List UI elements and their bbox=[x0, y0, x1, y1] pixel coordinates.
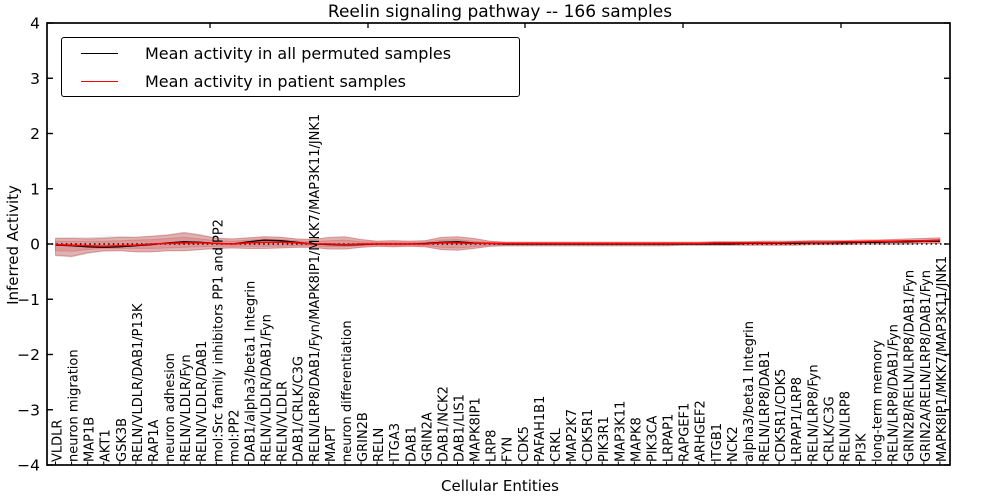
y-axis-label: Inferred Activity bbox=[4, 185, 22, 305]
x-tick-label: DAB1/LIS1 bbox=[453, 394, 468, 462]
x-tick-label: NCK2 bbox=[726, 426, 741, 462]
series-line-patient bbox=[55, 239, 940, 247]
band-permuted-sample-range bbox=[55, 231, 940, 258]
chart-title: Reelin signaling pathway -- 166 samples bbox=[327, 2, 673, 22]
x-tick-label: CDK5 bbox=[517, 426, 532, 462]
x-tick-label: RELN/LRP8/DAB1/Fyn bbox=[887, 324, 902, 462]
x-tick-label: RELN/VLDLR/DAB1/P13K bbox=[131, 303, 146, 462]
x-tick-label: LRP8 bbox=[485, 430, 500, 462]
x-tick-label: LRPAP1 bbox=[662, 414, 677, 462]
y-tick-label: 1 bbox=[30, 180, 40, 198]
x-tick-label: CDK5R1/CDK5 bbox=[774, 369, 789, 462]
legend-label-permuted: Mean activity in all permuted samples bbox=[145, 43, 452, 63]
x-tick-label: ITGB1 bbox=[710, 423, 725, 462]
x-tick-label: CDK5R1 bbox=[581, 409, 596, 462]
y-tick-label: −2 bbox=[17, 346, 40, 364]
x-tick-label: ITGA3 bbox=[388, 423, 403, 462]
x-tick-label: DAB1 bbox=[404, 426, 419, 462]
x-tick-label: GRIN2A/RELN/LRP8/DAB1/Fyn bbox=[919, 270, 934, 462]
x-tick-label: MAPK8IP1 bbox=[469, 397, 484, 462]
x-tick-label: MAPK8 bbox=[629, 417, 644, 462]
x-tick-label: RELN/VLDLR bbox=[276, 381, 291, 462]
x-tick-label: neuron differentiation bbox=[340, 320, 355, 462]
x-tick-label: RELN/LRP8/Fyn bbox=[806, 364, 821, 462]
x-tick-label: RELN/LRP8/DAB1/Fyn/MAPK8IP1/MKK7/MAP3K11… bbox=[308, 114, 323, 462]
legend-label-patient: Mean activity in patient samples bbox=[145, 71, 406, 91]
x-tick-label: LRPAP1/LRP8 bbox=[790, 377, 805, 462]
x-tick-label: neuron migration bbox=[67, 349, 82, 462]
x-tick-label: RELN/VLDLR/DAB1/Fyn bbox=[260, 314, 275, 462]
x-tick-label: DAB1/CRLK/C3G bbox=[292, 356, 307, 462]
x-tick-label: RELN/LRP8/DAB1 bbox=[758, 351, 773, 462]
x-tick-label: MAPK8IP1/MKK7/MAP3K11/JNK1 bbox=[935, 256, 950, 462]
legend-line-patient-icon bbox=[81, 80, 118, 82]
x-tick-label: PI3K bbox=[855, 433, 870, 462]
x-tick-label: GRIN2A bbox=[420, 412, 435, 462]
y-tick-label: −4 bbox=[17, 457, 40, 475]
x-tick-label: PIK3R1 bbox=[597, 416, 612, 462]
x-tick-label: MAP2K7 bbox=[565, 409, 580, 462]
x-tick-label: DAB1/alpha3/beta1 Integrin bbox=[244, 281, 259, 462]
x-tick-label: GRIN2B/RELN/LRP8/DAB1/Fyn bbox=[903, 270, 918, 462]
x-tick-label: alpha3/beta1 Integrin bbox=[742, 321, 757, 462]
x-tick-label: GRIN2B bbox=[356, 412, 371, 462]
x-tick-label: CRLK/C3G bbox=[822, 396, 837, 462]
x-tick-label: RELN/VLDLR/DAB1 bbox=[195, 341, 210, 462]
x-tick-label: FYN bbox=[501, 437, 516, 462]
x-tick-label: VLDLR bbox=[51, 420, 66, 462]
x-tick-label: MAP3K11 bbox=[613, 401, 628, 462]
y-tick-label: 3 bbox=[30, 70, 40, 88]
legend-item-permuted: Mean activity in all permuted samples bbox=[62, 43, 519, 63]
x-tick-label: neuron adhesion bbox=[163, 353, 178, 462]
x-tick-label: RAPGEF1 bbox=[678, 403, 693, 462]
x-axis-label: Cellular Entities bbox=[441, 477, 559, 495]
x-tick-label: ARHGEF2 bbox=[694, 400, 709, 462]
y-tick-label: 0 bbox=[30, 236, 40, 254]
x-tick-label: DAB1/NCK2 bbox=[436, 386, 451, 462]
x-tick-label: MAPT bbox=[324, 426, 339, 462]
x-tick-label: RELN/VLDLR/Fyn bbox=[179, 354, 194, 462]
y-tick-label: −3 bbox=[17, 401, 40, 419]
legend-item-patient: Mean activity in patient samples bbox=[62, 71, 519, 91]
band-patient-sample-range-outer bbox=[55, 232, 941, 257]
x-tick-label: GSK3B bbox=[115, 418, 130, 462]
x-tick-label: mol:PP2 bbox=[227, 409, 242, 462]
x-tick-label: PIK3CA bbox=[646, 415, 661, 462]
legend-box: Mean activity in all permuted samples Me… bbox=[61, 37, 520, 97]
x-tick-label: PAFAH1B1 bbox=[533, 396, 548, 462]
x-tick-label: mol:Src family inhibitors PP1 and PP2 bbox=[211, 219, 226, 462]
y-tick-label: 2 bbox=[30, 125, 40, 143]
x-tick-label: RAP1A bbox=[147, 419, 162, 462]
legend-line-permuted-icon bbox=[81, 52, 118, 54]
x-tick-label: long-term memory bbox=[871, 340, 886, 462]
x-tick-label: RELN bbox=[372, 428, 387, 462]
y-tick-label: 4 bbox=[30, 15, 40, 33]
x-tick-label: AKT1 bbox=[99, 429, 114, 462]
x-tick-label: MAP1B bbox=[83, 417, 98, 462]
y-tick-label: −1 bbox=[17, 291, 40, 309]
x-tick-label: RELN/LRP8 bbox=[838, 391, 853, 462]
x-tick-label: CRKL bbox=[549, 427, 564, 462]
